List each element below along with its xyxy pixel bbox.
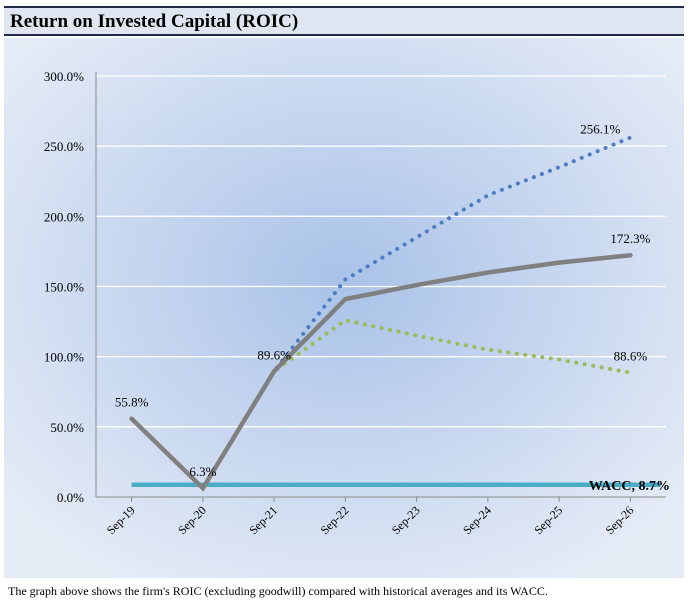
y-tick-label: 50.0% [50, 420, 84, 435]
y-tick-label: 150.0% [44, 280, 84, 295]
data-label: 6.3% [189, 464, 216, 479]
y-tick-label: 0.0% [57, 490, 84, 505]
data-label: 88.6% [614, 349, 648, 364]
gridlines [96, 75, 666, 428]
y-tick-label: 100.0% [44, 350, 84, 365]
wacc-label: WACC, 8.7% [589, 479, 670, 494]
data-labels: WACC, 8.7% 55.8% 6.3% 89.6% 256.1% 172.3% 88.6… [115, 122, 670, 494]
data-label: 89.6% [257, 347, 291, 362]
data-label: 172.3% [610, 231, 650, 246]
data-label: 256.1% [580, 122, 620, 137]
chart-caption: The graph above shows the firm's ROIC (e… [8, 584, 548, 598]
chart-background [4, 38, 684, 578]
y-tick-label: 250.0% [44, 139, 84, 154]
data-label: 55.8% [115, 395, 149, 410]
chart-area: 0.0% 50.0% 100.0% 150.0% 200.0% 250.0% 300.0% S… [4, 38, 684, 578]
y-tick-label: 200.0% [44, 209, 84, 224]
roic-line-chart: 0.0%50.0%100.0%150.0%200.0%250.0%300.0%S… [4, 38, 684, 578]
series-line-base [129, 252, 633, 492]
chart-title: Return on Invested Capital (ROIC) [10, 11, 299, 32]
y-tick-label: 300.0% [44, 69, 84, 84]
series [129, 135, 660, 492]
chart-title-bar: Return on Invested Capital (ROIC) [4, 6, 684, 36]
